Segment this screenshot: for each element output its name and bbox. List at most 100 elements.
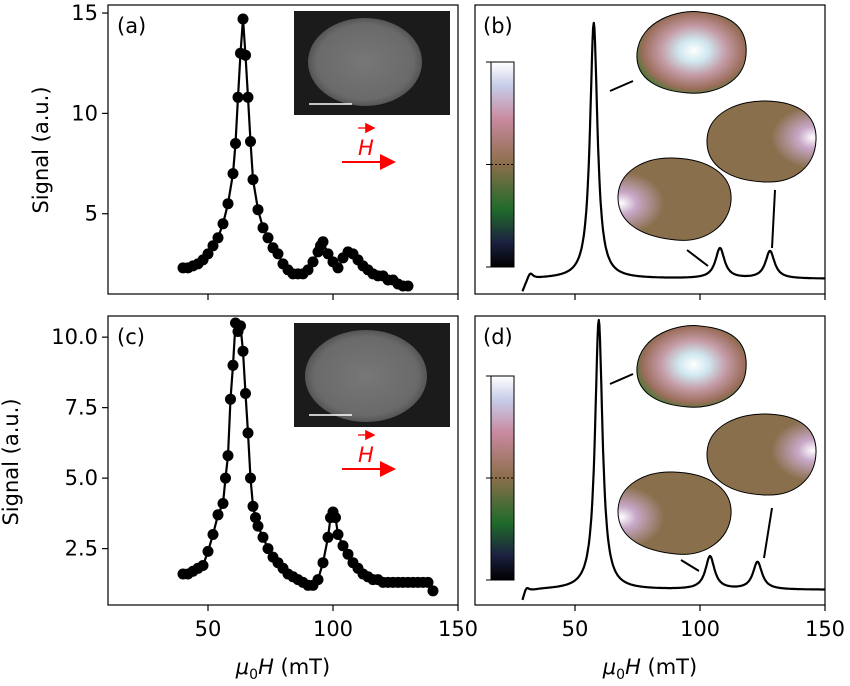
data-point	[232, 91, 244, 103]
data-point	[262, 232, 274, 244]
data-point	[302, 264, 314, 276]
sem-image-inset	[294, 323, 450, 427]
panel-label: (d)	[483, 325, 513, 349]
axes-frame	[474, 315, 826, 606]
series-line	[521, 21, 826, 292]
data-point	[230, 138, 241, 149]
x-tick-label: 150	[438, 617, 478, 641]
data-point	[237, 13, 249, 25]
y-tick-label: 15	[71, 1, 98, 25]
data-point	[222, 198, 234, 210]
data-point	[197, 560, 209, 571]
data-point	[235, 320, 246, 332]
panel-label: (c)	[117, 325, 145, 349]
data-point	[240, 49, 251, 61]
data-point	[322, 248, 334, 260]
data-point	[330, 512, 341, 524]
data-point	[332, 529, 344, 540]
axes-frame	[474, 4, 826, 295]
data-point	[262, 543, 274, 555]
panel-label: (a)	[117, 14, 146, 38]
x-tick-label: 100	[313, 617, 353, 641]
data-point	[272, 248, 284, 260]
data-series-d	[521, 318, 826, 601]
colorbar	[486, 375, 515, 581]
x-axis-label-left: μ0H (mT)	[235, 655, 330, 683]
sem-image-inset	[294, 11, 450, 115]
data-series-c	[177, 317, 439, 597]
data-point	[220, 472, 231, 484]
x-axis-label-right: μ0H (mT)	[602, 655, 697, 683]
data-point	[332, 262, 344, 274]
data-point	[227, 359, 239, 371]
data-point	[217, 218, 229, 230]
y-tick-label: 5.0	[65, 466, 98, 490]
data-point	[212, 509, 224, 521]
data-point	[222, 450, 234, 462]
data-point	[207, 529, 219, 540]
mode-profile-right	[706, 100, 817, 249]
y-tick-label: 7.5	[65, 396, 98, 420]
data-point	[245, 136, 256, 147]
data-point	[245, 472, 256, 484]
data-point	[402, 280, 414, 292]
y-ticks: 5 10 15	[71, 1, 459, 300]
y-tick-label: 2.5	[65, 537, 98, 561]
data-point	[242, 427, 254, 439]
colorbar	[486, 61, 515, 268]
data-point	[252, 204, 264, 216]
x-ticks	[574, 294, 826, 300]
data-point	[250, 512, 261, 524]
data-point	[225, 393, 236, 405]
data-point	[257, 222, 269, 234]
x-tick-label: 150	[805, 617, 845, 641]
y-axis-label: Signal (a.u.)	[0, 398, 23, 525]
data-point	[422, 576, 434, 588]
mode-profile-right	[706, 413, 817, 559]
data-series-b	[521, 21, 826, 292]
data-point	[242, 91, 254, 103]
x-ticks: 50 100 150	[562, 605, 845, 641]
data-point	[217, 498, 229, 509]
data-point	[317, 557, 329, 569]
axis-ticks: 50 100 150 2.5 5.0 7.5 10.0	[51, 325, 478, 641]
mode-profile-center	[609, 325, 747, 408]
data-point	[207, 240, 219, 252]
axes-frame	[107, 4, 459, 295]
data-point	[342, 548, 354, 560]
y-tick-label: 10.0	[51, 325, 98, 349]
mode-profile-left	[617, 471, 732, 572]
data-point	[337, 540, 349, 552]
x-tick-label: 50	[562, 617, 589, 641]
field-arrow: H	[342, 429, 396, 477]
axes-frame	[107, 315, 459, 606]
field-label: H	[358, 136, 374, 160]
data-series-a	[177, 13, 414, 292]
x-tick-label: 50	[195, 617, 222, 641]
panel-b: (b)	[474, 4, 826, 300]
y-tick-label: 10	[71, 101, 98, 125]
field-arrow: H	[342, 122, 396, 170]
data-point	[247, 500, 259, 512]
panel-d: (d) 50 100 150	[474, 315, 845, 641]
mode-profile-center	[609, 11, 747, 94]
mode-profile-left	[617, 157, 732, 267]
data-point	[427, 585, 439, 597]
y-tick-label: 5	[85, 202, 98, 226]
data-point	[202, 248, 214, 260]
panel-label: (b)	[483, 14, 513, 38]
data-point	[317, 236, 329, 248]
panel-a: (a) Signal (a.u.) 5 10 15 H	[29, 1, 459, 300]
data-point	[227, 168, 239, 180]
data-point	[307, 256, 319, 268]
field-label: H	[358, 443, 374, 467]
data-point	[212, 232, 224, 244]
data-point	[252, 520, 264, 532]
y-axis-label: Signal (a.u.)	[29, 86, 53, 213]
data-point	[237, 345, 249, 357]
data-point	[322, 531, 334, 543]
data-point	[240, 388, 251, 399]
series-line	[521, 318, 826, 601]
data-point	[247, 174, 259, 186]
